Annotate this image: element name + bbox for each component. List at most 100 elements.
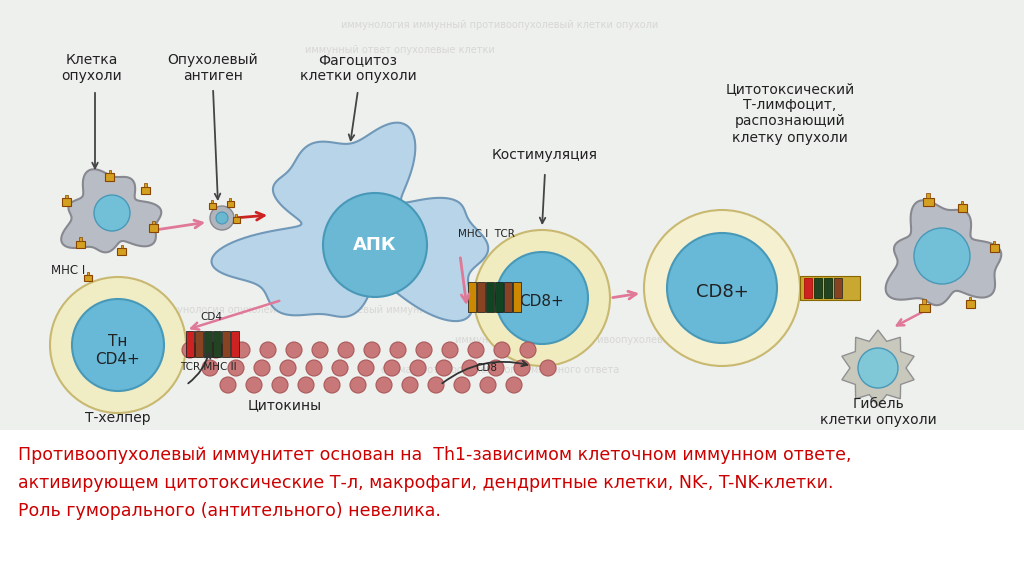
FancyBboxPatch shape [229, 199, 231, 201]
Text: Клетка
опухоли: Клетка опухоли [61, 53, 123, 83]
Text: схема противоопухолевого иммунного ответа: схема противоопухолевого иммунного ответ… [381, 365, 620, 375]
FancyBboxPatch shape [477, 282, 485, 312]
Circle shape [402, 377, 418, 393]
Circle shape [468, 342, 484, 358]
FancyBboxPatch shape [87, 272, 89, 275]
Circle shape [442, 342, 458, 358]
FancyBboxPatch shape [992, 241, 995, 245]
FancyBboxPatch shape [495, 282, 503, 312]
Circle shape [540, 360, 556, 376]
Polygon shape [61, 169, 162, 253]
FancyBboxPatch shape [204, 331, 212, 357]
Circle shape [210, 206, 234, 230]
FancyBboxPatch shape [0, 0, 1024, 430]
Circle shape [306, 360, 322, 376]
Circle shape [462, 360, 478, 376]
Circle shape [428, 377, 444, 393]
FancyBboxPatch shape [927, 193, 930, 197]
Circle shape [228, 360, 244, 376]
Circle shape [416, 342, 432, 358]
FancyBboxPatch shape [62, 199, 72, 205]
FancyBboxPatch shape [222, 331, 230, 357]
Circle shape [358, 360, 374, 376]
FancyBboxPatch shape [152, 221, 155, 224]
FancyBboxPatch shape [234, 215, 237, 217]
FancyBboxPatch shape [957, 204, 967, 212]
Circle shape [272, 377, 288, 393]
FancyBboxPatch shape [232, 217, 240, 223]
Circle shape [376, 377, 392, 393]
Circle shape [332, 360, 348, 376]
Text: активирующем цитотоксические Т-л, макрофаги, дендритные клетки, NK-, T-NK-клетки: активирующем цитотоксические Т-л, макроф… [18, 474, 834, 492]
Text: АПК: АПК [353, 236, 396, 254]
Circle shape [480, 377, 496, 393]
Circle shape [312, 342, 328, 358]
FancyBboxPatch shape [989, 245, 998, 251]
Circle shape [182, 342, 198, 358]
Circle shape [94, 195, 130, 231]
Circle shape [298, 377, 314, 393]
FancyBboxPatch shape [814, 278, 822, 298]
Text: Костимуляция: Костимуляция [492, 148, 598, 162]
Text: CD8+: CD8+ [519, 294, 564, 309]
Text: МНС I: МНС I [51, 263, 85, 277]
FancyBboxPatch shape [919, 304, 930, 312]
FancyBboxPatch shape [76, 241, 85, 248]
Circle shape [474, 230, 610, 366]
Circle shape [208, 342, 224, 358]
FancyBboxPatch shape [118, 248, 126, 255]
Text: Тн: Тн [109, 333, 128, 348]
Text: иммунология иммунный противоопухолевый клетки опухоли: иммунология иммунный противоопухолевый к… [341, 20, 658, 30]
Text: CD4+: CD4+ [95, 351, 140, 367]
FancyBboxPatch shape [213, 331, 221, 357]
FancyBboxPatch shape [923, 299, 926, 304]
Circle shape [410, 360, 426, 376]
FancyBboxPatch shape [824, 278, 831, 298]
Circle shape [338, 342, 354, 358]
Text: иммунные механизмы противоопухолевого иммунитета: иммунные механизмы противоопухолевого им… [455, 335, 745, 345]
Circle shape [216, 212, 228, 224]
Text: Роль гуморального (антительного) невелика.: Роль гуморального (антительного) невелик… [18, 502, 441, 520]
Circle shape [520, 342, 536, 358]
Text: CD8+: CD8+ [695, 283, 749, 301]
Text: Цитотоксический
Т-лимфоцит,
распознающий
клетку опухоли: Цитотоксический Т-лимфоцит, распознающий… [725, 82, 855, 145]
FancyBboxPatch shape [468, 282, 476, 312]
Circle shape [280, 360, 296, 376]
FancyBboxPatch shape [209, 203, 215, 209]
FancyBboxPatch shape [144, 183, 146, 187]
Circle shape [514, 360, 530, 376]
FancyBboxPatch shape [804, 278, 812, 298]
FancyBboxPatch shape [84, 275, 92, 281]
Circle shape [494, 342, 510, 358]
Circle shape [364, 342, 380, 358]
Circle shape [254, 360, 270, 376]
Circle shape [858, 348, 898, 388]
Circle shape [202, 360, 218, 376]
Polygon shape [842, 330, 914, 406]
Circle shape [260, 342, 276, 358]
Text: CD8: CD8 [475, 363, 497, 373]
FancyBboxPatch shape [66, 195, 69, 199]
FancyBboxPatch shape [79, 237, 82, 241]
FancyBboxPatch shape [504, 282, 512, 312]
FancyBboxPatch shape [105, 173, 115, 181]
Polygon shape [212, 123, 488, 321]
Text: Т-хелпер: Т-хелпер [85, 411, 151, 425]
Circle shape [506, 377, 522, 393]
Circle shape [488, 360, 504, 376]
FancyBboxPatch shape [121, 245, 123, 248]
Circle shape [454, 377, 470, 393]
Circle shape [323, 193, 427, 297]
Circle shape [286, 342, 302, 358]
Text: иммунология опухолей противоопухолевый иммунитет: иммунология опухолей противоопухолевый и… [157, 305, 443, 315]
FancyBboxPatch shape [513, 282, 521, 312]
FancyBboxPatch shape [969, 297, 972, 300]
Text: Цитокины: Цитокины [248, 398, 323, 412]
Circle shape [234, 342, 250, 358]
Circle shape [50, 277, 186, 413]
FancyBboxPatch shape [923, 197, 934, 207]
Circle shape [324, 377, 340, 393]
FancyBboxPatch shape [961, 201, 964, 204]
Circle shape [644, 210, 800, 366]
FancyBboxPatch shape [486, 282, 494, 312]
